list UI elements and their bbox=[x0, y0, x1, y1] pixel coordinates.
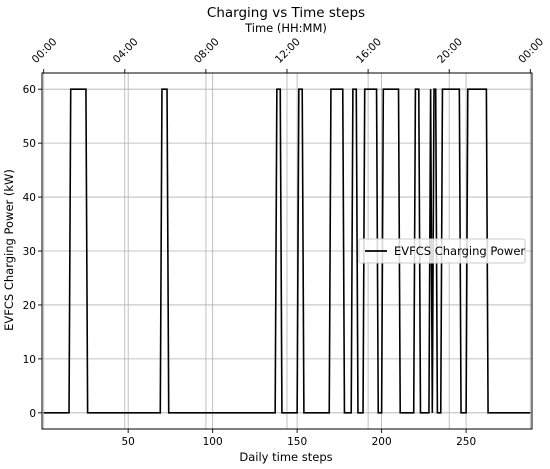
y-tick-label: 50 bbox=[23, 138, 36, 150]
y-axis-label: EVFCS Charging Power (kW) bbox=[2, 169, 16, 331]
x-tick-label: 200 bbox=[372, 436, 392, 448]
y-tick-label: 60 bbox=[23, 84, 36, 96]
x-tick-label: 250 bbox=[456, 436, 476, 448]
chart-title: Charging vs Time steps bbox=[207, 5, 365, 21]
x-axis-label: Daily time steps bbox=[239, 450, 332, 464]
series-lines bbox=[43, 88, 531, 414]
legend-box bbox=[358, 238, 526, 264]
y-tick-label: 0 bbox=[29, 408, 36, 420]
top-x-axis-label: Time (HH:MM) bbox=[244, 21, 327, 35]
x-tick-label: 50 bbox=[121, 436, 134, 448]
legend: EVFCS Charging Power bbox=[358, 238, 526, 264]
series-line bbox=[43, 88, 531, 414]
y-tick-label: 30 bbox=[23, 246, 36, 258]
y-tick-label: 10 bbox=[23, 354, 36, 366]
x-tick-label: 150 bbox=[287, 436, 307, 448]
y-tick-label: 20 bbox=[23, 300, 36, 312]
y-tick-label: 40 bbox=[23, 192, 36, 204]
legend-label: EVFCS Charging Power bbox=[394, 244, 525, 258]
x-tick-label: 100 bbox=[203, 436, 223, 448]
